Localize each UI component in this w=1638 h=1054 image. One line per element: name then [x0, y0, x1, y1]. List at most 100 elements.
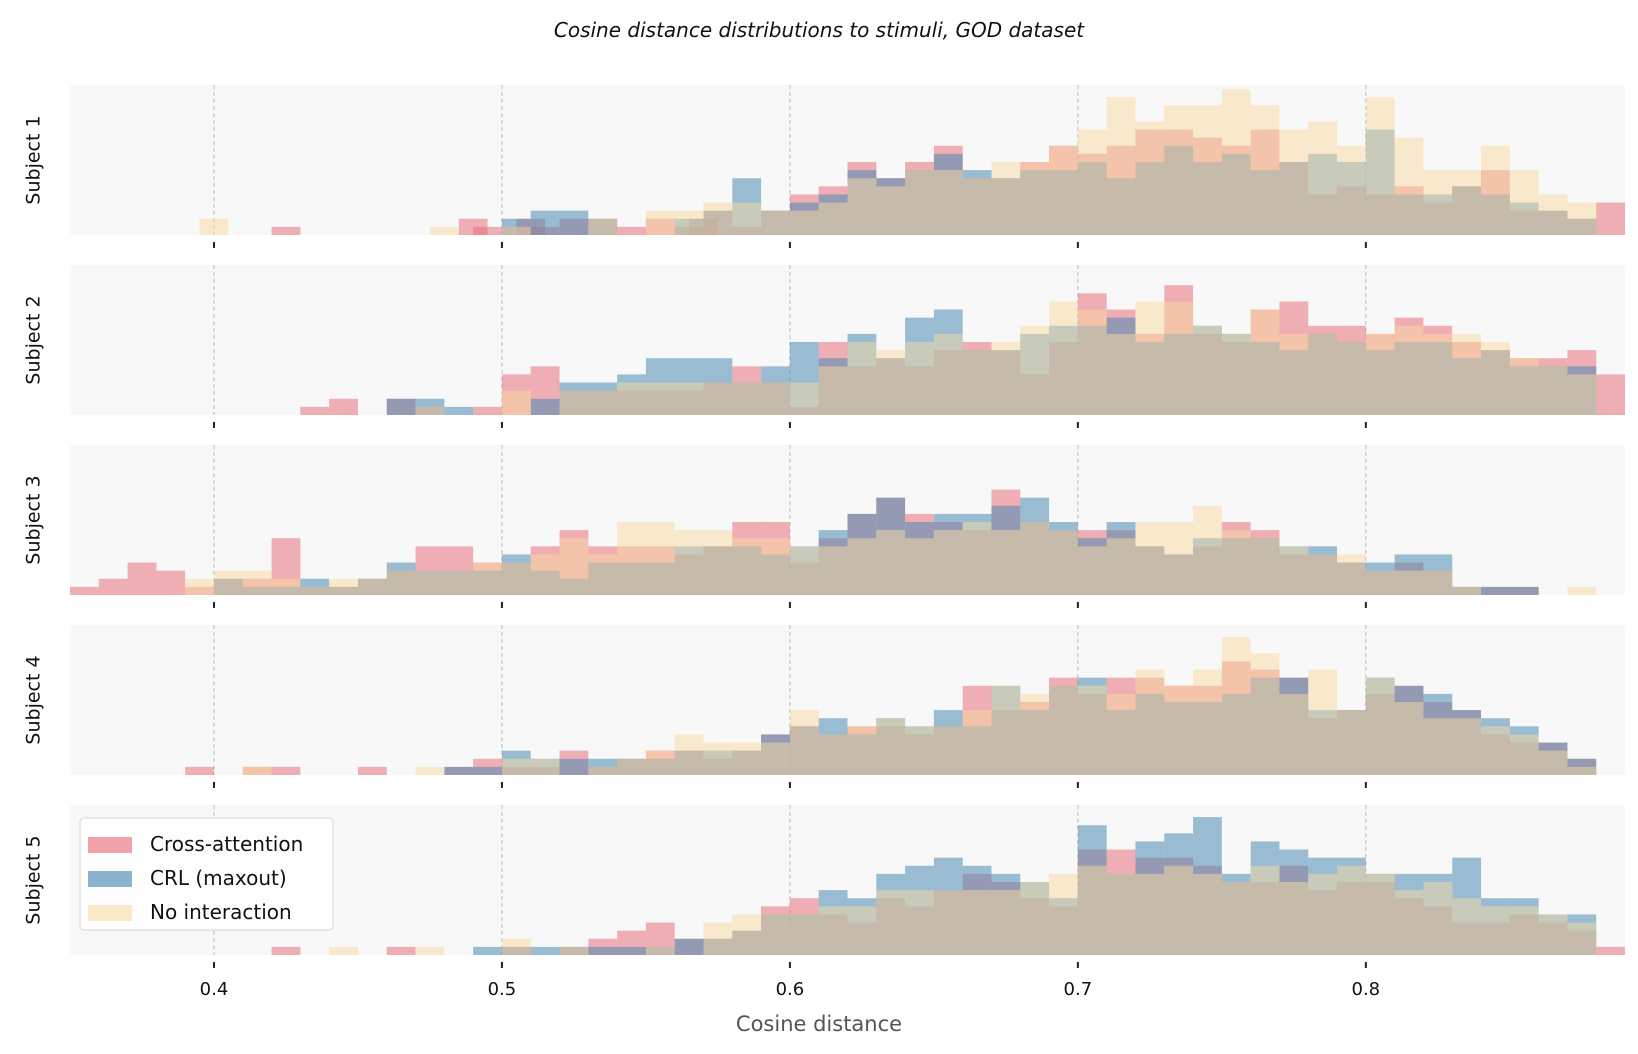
histogram-bar	[617, 226, 646, 235]
histogram-bar	[933, 530, 963, 595]
histogram-bar	[933, 170, 963, 235]
histogram-bar	[1077, 129, 1107, 235]
histogram-bar	[847, 538, 877, 595]
histogram-bar	[818, 366, 848, 415]
histogram-bar	[1020, 325, 1050, 415]
histogram-bar	[962, 710, 992, 775]
histogram-bar	[1135, 522, 1165, 595]
histogram-bar	[1279, 882, 1309, 955]
y-axis-label: Subject 5	[23, 835, 45, 924]
histogram-bar	[1135, 873, 1165, 955]
histogram-bar	[1049, 530, 1078, 595]
histogram-bar	[1106, 97, 1136, 235]
histogram-bar	[473, 226, 502, 235]
histogram-bar	[1394, 702, 1424, 775]
histogram-bar	[386, 570, 416, 595]
histogram-bar	[386, 398, 416, 415]
histogram-bar	[1020, 522, 1050, 595]
histogram-bar	[1106, 538, 1136, 595]
histogram-bar	[674, 734, 704, 775]
x-axis: 0.4 0.5 0.6 0.7 0.8	[200, 979, 1380, 1000]
histogram-bar	[1279, 693, 1309, 775]
histogram-bar	[271, 946, 301, 955]
histogram-bar	[473, 406, 502, 415]
legend: Cross-attention CRL (maxout) No interactio…	[79, 817, 334, 931]
subplot-1: Subject 1	[23, 85, 1625, 248]
histogram-bar	[559, 210, 589, 235]
histogram-bar	[761, 382, 790, 415]
histogram-bar	[530, 554, 560, 595]
histogram-bar	[1279, 546, 1309, 595]
series-no-interaction	[242, 637, 1597, 775]
histogram-bar	[962, 178, 992, 235]
histogram-bar	[357, 578, 387, 595]
histogram-bar	[444, 570, 474, 595]
histogram-bar	[1538, 914, 1568, 955]
histogram-bar	[242, 766, 272, 775]
histogram-bar	[617, 382, 646, 415]
histogram-bar	[501, 758, 531, 775]
histogram-bar	[1164, 301, 1194, 415]
histogram-bar	[991, 162, 1021, 235]
histogram-bar	[1308, 669, 1338, 775]
histogram-bar	[645, 522, 675, 595]
histogram-bar	[1423, 170, 1453, 235]
histogram-bar	[1509, 906, 1539, 955]
histogram-bar	[991, 685, 1021, 775]
histogram-bar	[473, 562, 502, 595]
legend-swatch-crl-maxout	[88, 871, 132, 887]
histogram-bar	[501, 390, 531, 415]
histogram-bar	[617, 946, 646, 955]
histogram-bar	[156, 570, 186, 595]
histogram-bar	[1337, 145, 1366, 235]
series-no-interaction	[185, 505, 1597, 595]
histogram-bar	[1337, 865, 1366, 955]
histogram-bar	[789, 382, 819, 415]
histogram-bar	[530, 398, 560, 415]
histogram-bar	[415, 406, 445, 415]
histogram-bar	[185, 766, 214, 775]
histogram-bar	[588, 946, 618, 955]
histogram-bar	[1221, 89, 1251, 235]
histogram-bar	[617, 758, 646, 775]
histogram-bar	[98, 578, 128, 595]
histogram-bar	[1452, 898, 1482, 955]
histogram-bar	[1538, 194, 1568, 235]
histogram-bar	[1049, 301, 1078, 415]
histogram-bar	[271, 766, 301, 775]
histogram-bar	[1596, 202, 1625, 235]
histogram-bar	[588, 554, 618, 595]
histogram-bar	[559, 758, 589, 775]
histogram-bar	[905, 342, 934, 415]
histogram-bar	[329, 398, 358, 415]
histogram-bar	[415, 766, 445, 775]
series-no-interaction	[329, 865, 1597, 955]
histogram-bar	[1394, 137, 1424, 235]
chart-title: Cosine distance distributions to stimuli…	[554, 18, 1085, 42]
histogram-bar	[789, 914, 819, 955]
histogram-bar	[1337, 342, 1366, 415]
histogram-bar	[1164, 105, 1194, 235]
histogram-bar	[415, 946, 445, 955]
histogram-bar	[473, 946, 502, 955]
histogram-bar	[645, 750, 675, 775]
histogram-bar	[415, 570, 445, 595]
histogram-bar	[933, 333, 963, 415]
histogram-bar	[962, 890, 992, 955]
histogram-bar	[847, 906, 877, 955]
histogram-bar	[242, 570, 272, 595]
histogram-bar	[1423, 718, 1453, 775]
histogram-bar	[1423, 570, 1453, 595]
histogram-bar	[732, 914, 762, 955]
legend-swatch-cross-attention	[88, 837, 132, 853]
y-axis-label: Subject 2	[23, 295, 45, 384]
histogram-bar	[703, 202, 733, 235]
histogram-bar	[1538, 366, 1568, 415]
legend-label-crl-maxout: CRL (maxout)	[150, 866, 287, 890]
histogram-bar	[1596, 374, 1625, 415]
histogram-bar	[1106, 873, 1136, 955]
histogram-bar	[1221, 530, 1251, 595]
histogram-bar	[1279, 333, 1309, 415]
histogram-bar	[1308, 554, 1338, 595]
